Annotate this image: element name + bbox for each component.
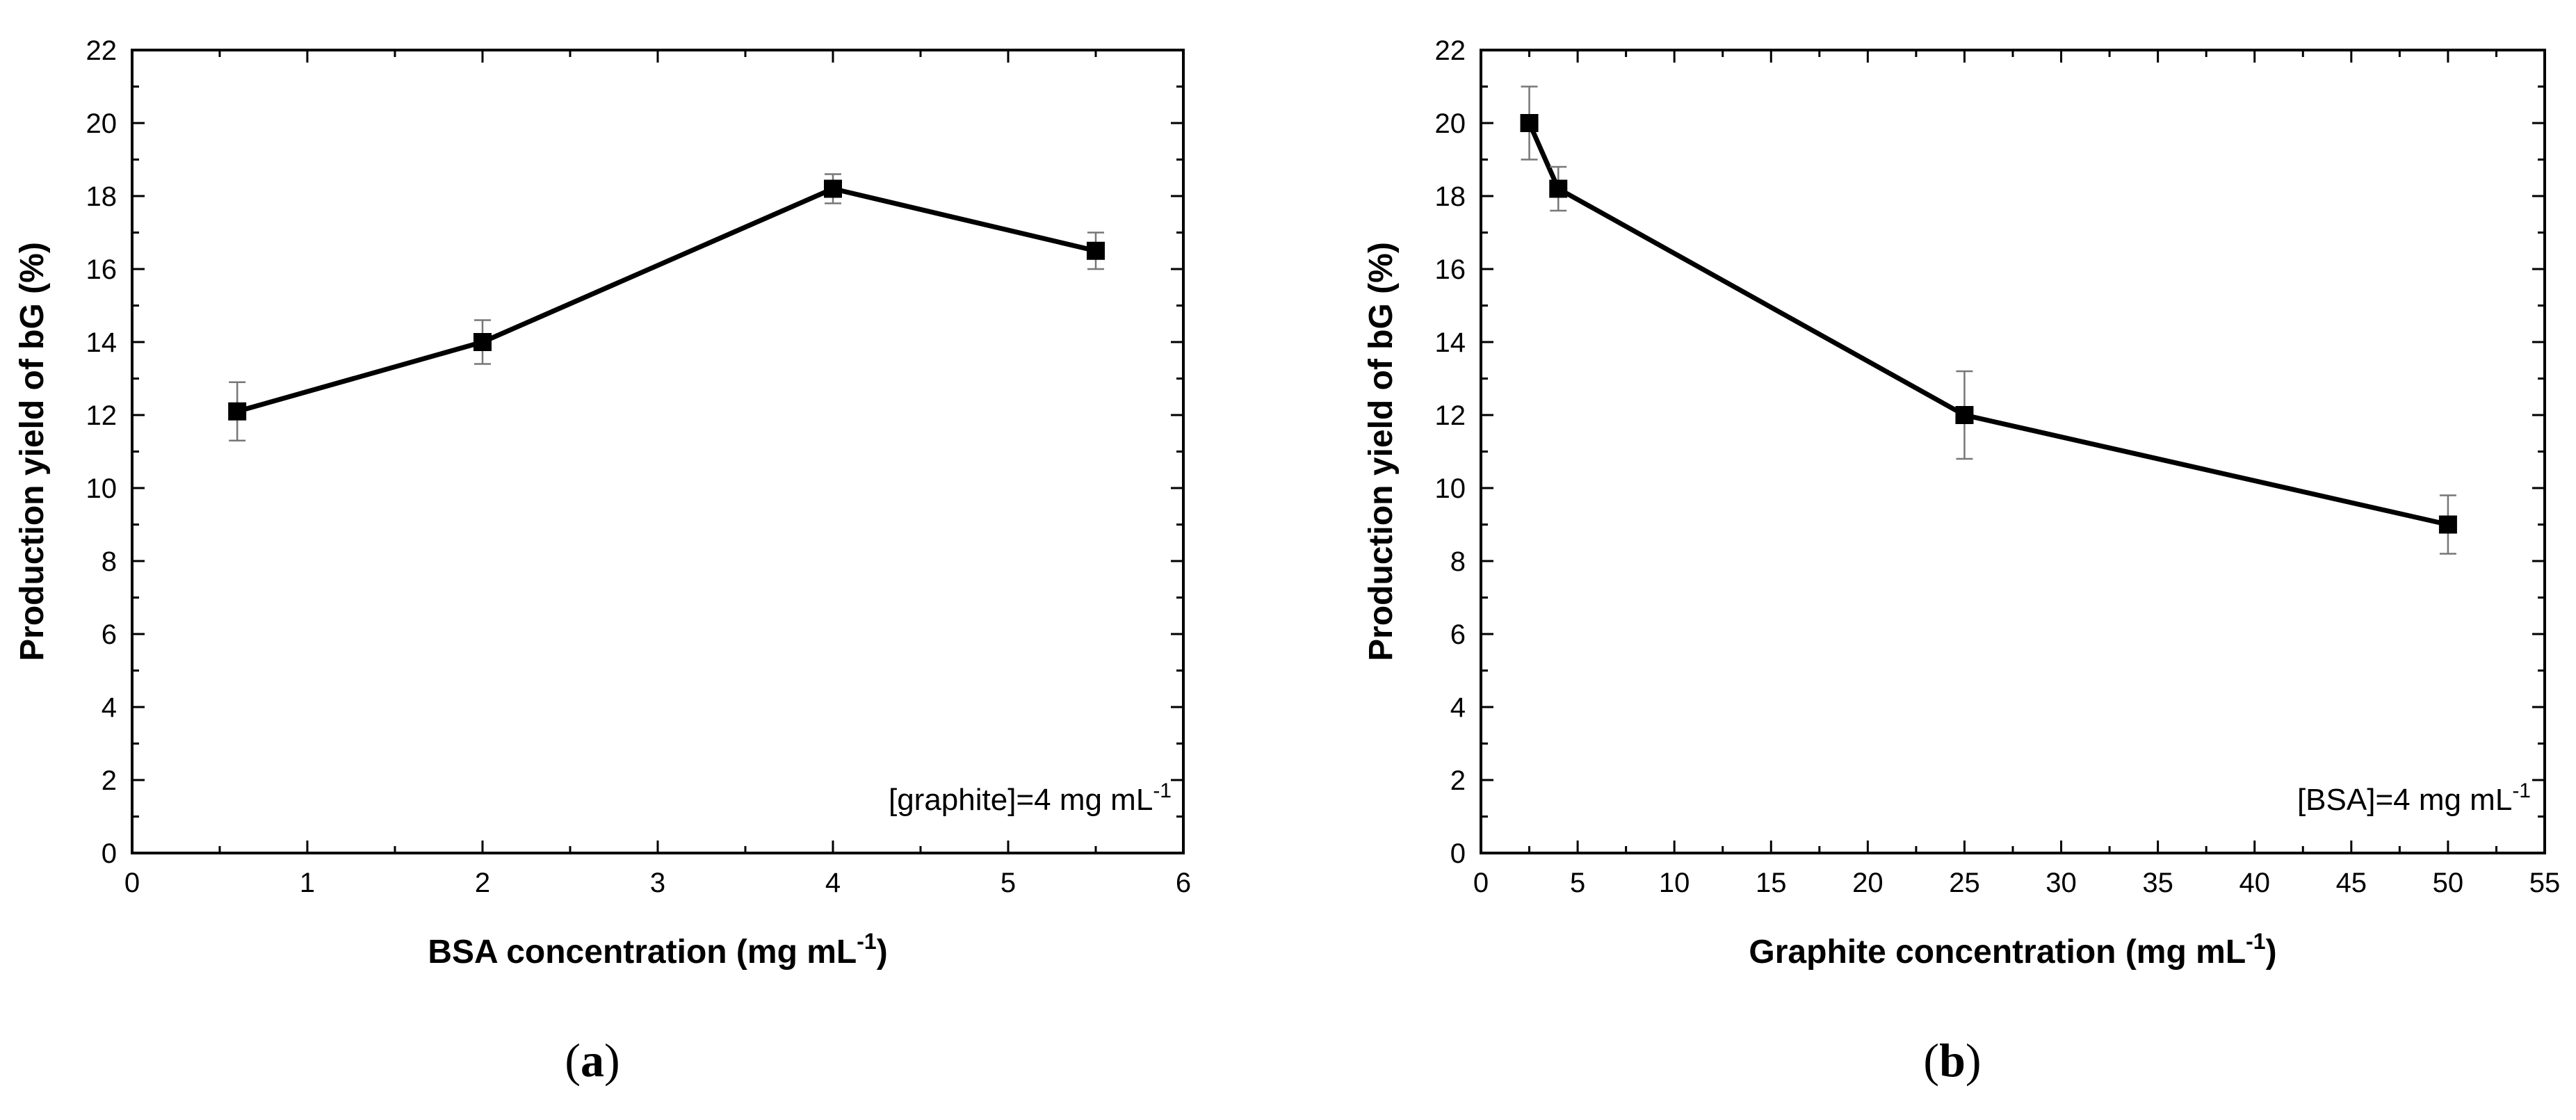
series-line [236, 186, 1096, 414]
y-tick-label: 16 [86, 254, 118, 285]
y-tick-label: 22 [1435, 35, 1466, 66]
x-axis-title: Graphite concentration (mg mL-1) [1749, 929, 2276, 971]
y-tick-label: 10 [1435, 473, 1466, 504]
y-tick-label: 8 [1450, 546, 1466, 577]
condition-annotation-main: [graphite]=4 mg mL [889, 783, 1153, 817]
y-tick-label: 4 [102, 692, 117, 723]
x-tick-label: 1 [300, 868, 315, 898]
y-tick-label: 6 [102, 619, 117, 650]
y-tick-label: 4 [1450, 692, 1466, 723]
condition-annotation: [graphite]=4 mg mL-1 [889, 779, 1172, 817]
x-tick-label: 6 [1176, 868, 1191, 898]
panel-label-a: (a) [565, 1034, 619, 1087]
y-axis-title: Production yield of bG (%) [1363, 242, 1400, 661]
y-tick-label: 22 [86, 35, 118, 66]
plot-frame [131, 49, 1185, 854]
data-point [1549, 179, 1568, 198]
x-tick-label: 25 [1949, 868, 1980, 898]
x-tick-label: 20 [1852, 868, 1884, 898]
x-tick-label: 10 [1659, 868, 1690, 898]
plot-frame [1480, 49, 2546, 854]
data-point [473, 333, 492, 351]
x-axis-title-main: BSA concentration (mg mL [428, 934, 857, 971]
y-tick-label: 6 [1450, 619, 1466, 650]
y-tick-label: 10 [86, 473, 118, 504]
data-point [1955, 406, 1974, 424]
y-tick-label: 8 [102, 546, 117, 577]
series-line [1527, 122, 2449, 527]
x-tick-label: 0 [124, 868, 140, 898]
x-axis-title-sup: -1 [857, 929, 876, 954]
y-tick-label: 14 [86, 327, 118, 358]
x-axis-title-end: ) [2266, 934, 2277, 971]
y-tick-label: 18 [1435, 181, 1466, 212]
x-axis-title-sup: -1 [2246, 929, 2265, 954]
y-tick-label: 12 [1435, 400, 1466, 431]
panel-label-b: (b) [1923, 1034, 1981, 1087]
x-axis-title: BSA concentration (mg mL-1) [428, 929, 887, 971]
x-tick-label: 55 [2529, 868, 2561, 898]
x-tick-label: 40 [2239, 868, 2270, 898]
y-axis-title: Production yield of bG (%) [14, 242, 51, 661]
x-tick-label: 15 [1756, 868, 1787, 898]
x-tick-label: 5 [1001, 868, 1016, 898]
x-tick-label: 30 [2046, 868, 2077, 898]
y-tick-label: 20 [86, 108, 118, 139]
x-tick-label: 35 [2142, 868, 2173, 898]
data-point [2438, 515, 2457, 534]
x-tick-label: 50 [2433, 868, 2464, 898]
y-tick-label: 16 [1435, 254, 1466, 285]
y-tick-label: 18 [86, 181, 118, 212]
x-tick-label: 2 [475, 868, 490, 898]
x-tick-label: 45 [2336, 868, 2367, 898]
data-point [228, 402, 247, 421]
data-point [1520, 114, 1539, 132]
y-tick-label: 0 [102, 838, 117, 869]
y-tick-label: 0 [1450, 838, 1466, 869]
chart-b: 0 2 4 6 8 10 12 14 16 18 20 22 0 5 10 15 20 25 30 35 40 45 50 5… [1363, 35, 2560, 971]
y-tick-label: 12 [86, 400, 118, 431]
condition-annotation-main: [BSA]=4 mg mL [2297, 783, 2512, 817]
x-axis-title-end: ) [877, 934, 888, 971]
x-tick-label: 0 [1473, 868, 1489, 898]
y-tick-label: 2 [102, 765, 117, 796]
data-point [824, 179, 842, 198]
x-axis-title-main: Graphite concentration (mg mL [1749, 934, 2246, 971]
x-tick-label: 5 [1570, 868, 1585, 898]
y-tick-label: 2 [1450, 765, 1466, 796]
condition-annotation-sup: -1 [1153, 779, 1172, 802]
data-point [1087, 241, 1105, 260]
y-tick-label: 20 [1435, 108, 1466, 139]
condition-annotation-sup: -1 [2512, 779, 2531, 802]
y-tick-label: 14 [1435, 327, 1466, 358]
x-tick-label: 4 [825, 868, 841, 898]
x-tick-label: 3 [650, 868, 665, 898]
condition-annotation: [BSA]=4 mg mL-1 [2297, 779, 2531, 817]
